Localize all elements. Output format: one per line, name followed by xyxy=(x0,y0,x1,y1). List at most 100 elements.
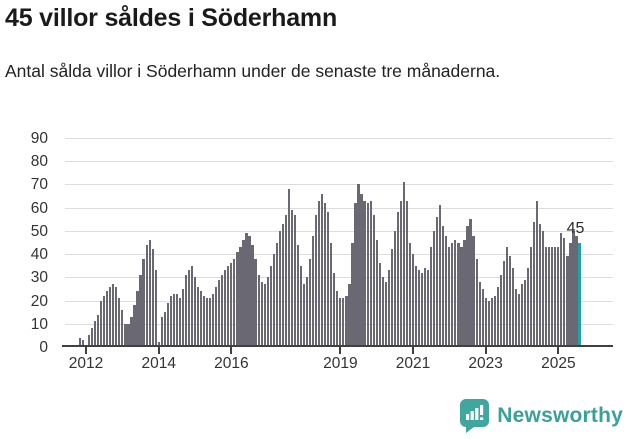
chart-subtitle: Antal sålda villor i Söderhamn under de … xyxy=(5,61,501,81)
bar xyxy=(327,212,330,347)
page-title: 45 villor såldes i Söderhamn xyxy=(5,4,338,32)
bar xyxy=(251,244,254,347)
bar xyxy=(242,240,245,347)
x-tick-label: 2016 xyxy=(214,355,249,372)
last-value-label: 45 xyxy=(566,219,585,237)
bar xyxy=(536,200,539,347)
bar xyxy=(324,203,327,347)
bar xyxy=(315,214,318,347)
bar xyxy=(339,298,342,347)
bar xyxy=(97,314,100,347)
bar xyxy=(551,247,554,347)
bar xyxy=(511,268,515,347)
bar xyxy=(433,230,436,347)
bar xyxy=(351,242,354,347)
bar xyxy=(260,281,263,347)
bar xyxy=(275,242,278,347)
bar xyxy=(487,300,490,347)
bar xyxy=(187,270,191,347)
bar xyxy=(548,247,551,347)
bar xyxy=(193,277,197,347)
bar xyxy=(493,295,496,347)
bar xyxy=(378,263,381,347)
bar xyxy=(78,337,82,347)
bar xyxy=(248,235,251,347)
bar xyxy=(375,240,378,347)
bar xyxy=(181,288,185,347)
bar xyxy=(387,270,390,347)
bar xyxy=(103,295,106,347)
bar xyxy=(302,284,306,347)
bar xyxy=(106,291,109,347)
bar xyxy=(557,247,560,347)
bar xyxy=(439,205,442,347)
bar xyxy=(566,256,569,347)
bar xyxy=(333,272,336,347)
x-tick-mark xyxy=(157,347,160,354)
bar xyxy=(130,316,133,347)
bar xyxy=(290,210,293,347)
bar xyxy=(526,268,530,347)
x-tick-mark xyxy=(339,347,342,354)
bar xyxy=(215,286,218,347)
bar xyxy=(490,298,493,347)
bar xyxy=(245,233,248,347)
bar xyxy=(94,321,97,347)
bar xyxy=(212,293,215,347)
y-axis-labels: 0 10 20 30 40 50 60 70 80 90 xyxy=(0,131,48,355)
bar xyxy=(321,193,324,347)
y-tick-label: 80 xyxy=(30,153,48,171)
bar xyxy=(115,286,118,347)
bar xyxy=(91,328,94,347)
bar xyxy=(475,258,478,347)
x-tick-label: 2012 xyxy=(68,355,104,372)
x-tick-label: 2025 xyxy=(541,355,576,372)
bar xyxy=(421,272,424,347)
bar xyxy=(411,254,415,347)
bar xyxy=(342,298,345,347)
bar xyxy=(206,298,209,347)
bar xyxy=(239,247,242,347)
brand-footer[interactable]: Newsworthy xyxy=(460,399,623,433)
bar xyxy=(348,284,351,347)
x-tick-mark xyxy=(412,347,415,354)
x-tick-label: 2023 xyxy=(468,355,503,372)
bar xyxy=(417,270,421,347)
bar xyxy=(523,279,527,347)
x-axis-line xyxy=(62,345,613,347)
bar xyxy=(257,275,260,347)
bar xyxy=(109,286,112,347)
bar xyxy=(175,293,178,347)
bar xyxy=(227,265,230,347)
bar xyxy=(505,247,508,347)
bar xyxy=(496,286,499,347)
bar xyxy=(178,298,181,347)
bar xyxy=(221,275,224,347)
bar xyxy=(363,200,366,347)
y-tick-label: 10 xyxy=(30,315,48,333)
bar xyxy=(393,230,396,347)
gridline xyxy=(65,300,613,302)
bar xyxy=(469,219,472,347)
bar xyxy=(539,223,542,347)
bar xyxy=(336,291,339,347)
bar xyxy=(121,309,124,347)
bar-latest-highlight xyxy=(578,242,582,347)
bar xyxy=(299,265,303,347)
brand-name: Newsworthy xyxy=(497,404,623,427)
bar xyxy=(502,261,505,347)
bar xyxy=(366,203,369,347)
bar xyxy=(396,212,399,347)
bar xyxy=(514,288,518,347)
bar xyxy=(263,284,266,347)
bar xyxy=(145,244,148,347)
gridline xyxy=(65,138,613,139)
bar xyxy=(169,295,172,347)
bar xyxy=(529,247,533,347)
x-tick-label: 2019 xyxy=(323,355,358,372)
bar xyxy=(399,200,402,347)
bar xyxy=(381,277,384,347)
bar xyxy=(569,242,572,347)
newsworthy-logo-icon xyxy=(460,399,490,433)
y-tick-label: 90 xyxy=(30,130,48,147)
